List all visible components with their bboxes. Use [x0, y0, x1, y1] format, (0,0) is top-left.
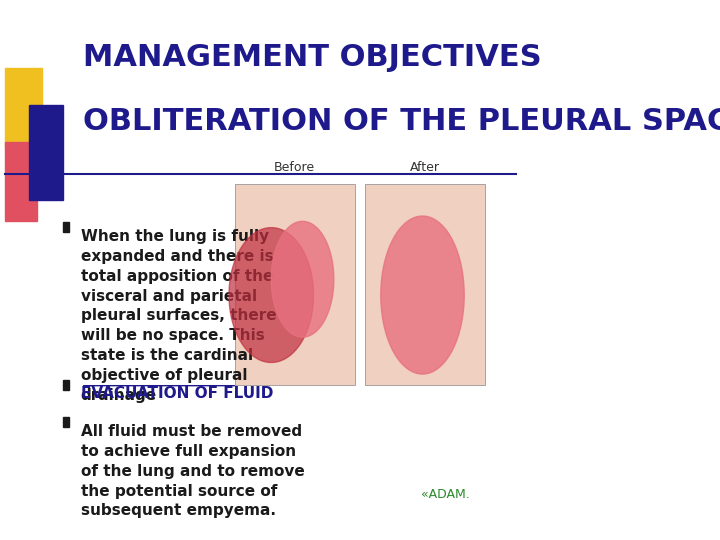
- Bar: [63, 380, 69, 390]
- Bar: [5, 142, 37, 221]
- Bar: [235, 184, 355, 384]
- Text: All fluid must be removed
to achieve full expansion
of the lung and to remove
th: All fluid must be removed to achieve ful…: [81, 424, 305, 518]
- Text: MANAGEMENT OBJECTIVES: MANAGEMENT OBJECTIVES: [84, 43, 542, 72]
- Text: After: After: [410, 161, 440, 174]
- Polygon shape: [271, 221, 334, 337]
- Text: «ADAM.: «ADAM.: [420, 488, 469, 501]
- Bar: [29, 105, 63, 200]
- Text: Before: Before: [274, 161, 315, 174]
- Polygon shape: [229, 228, 313, 362]
- Bar: [365, 184, 485, 384]
- Bar: [5, 69, 42, 147]
- Text: OBLITERATION OF THE PLEURAL SPACE: OBLITERATION OF THE PLEURAL SPACE: [84, 107, 720, 136]
- Bar: [63, 222, 69, 232]
- Bar: [63, 417, 69, 427]
- Text: When the lung is fully
expanded and there is
total apposition of the
visceral an: When the lung is fully expanded and ther…: [81, 229, 276, 403]
- Text: EVACUATION OF FLUID: EVACUATION OF FLUID: [81, 386, 273, 401]
- Polygon shape: [381, 216, 464, 374]
